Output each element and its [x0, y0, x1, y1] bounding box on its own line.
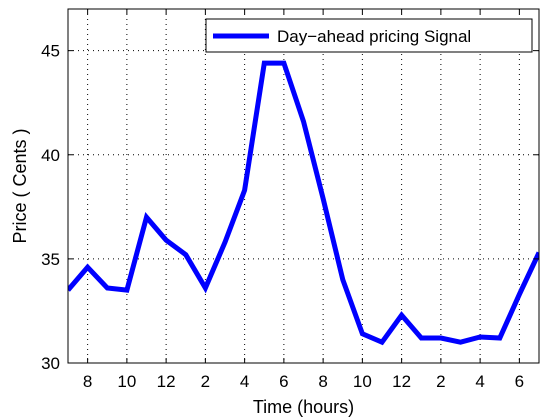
x-axis-label: Time (hours) [253, 397, 354, 417]
x-tick-label: 8 [83, 372, 92, 391]
y-tick-label: 35 [41, 250, 60, 269]
x-tick-label: 4 [475, 372, 484, 391]
series-layer [68, 60, 539, 346]
x-tick-label: 8 [318, 372, 327, 391]
plot-area-frame [67, 8, 540, 364]
y-axis-label: Price ( Cents ) [10, 128, 30, 243]
y-tick-label: 45 [41, 42, 60, 61]
y-tick-label: 40 [41, 146, 60, 165]
y-tick-label: 30 [41, 354, 60, 373]
x-tick-label: 6 [515, 372, 524, 391]
x-tick-label: 10 [353, 372, 372, 391]
x-tick-label: 12 [392, 372, 411, 391]
legend: Day−ahead pricing Signal [205, 18, 533, 53]
grid [68, 9, 539, 364]
x-tick-label: 10 [117, 372, 136, 391]
legend-entry-label: Day−ahead pricing Signal [277, 27, 471, 46]
x-tick-label: 2 [436, 372, 445, 391]
x-tick-label: 12 [157, 372, 176, 391]
axis-ticks: 8 10 12 2 4 6 8 10 12 2 4 6 30 35 40 45 [41, 9, 539, 391]
series-line [68, 60, 539, 346]
x-tick-label: 4 [240, 372, 249, 391]
x-tick-label: 2 [201, 372, 210, 391]
x-tick-label: 6 [279, 372, 288, 391]
